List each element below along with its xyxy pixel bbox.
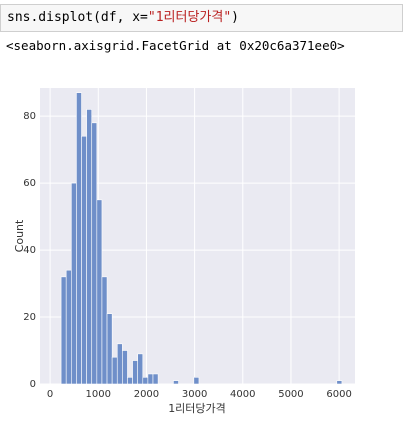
output-text: <seaborn.axisgrid.FacetGrid at 0x20c6a37… bbox=[6, 38, 345, 53]
bar bbox=[65, 269, 72, 385]
x-tick-label: 4000 bbox=[230, 389, 255, 400]
x-axis-label: 1리터당가격 bbox=[168, 402, 226, 415]
bar bbox=[122, 350, 128, 385]
y-tick-label: 80 bbox=[23, 111, 36, 122]
bar bbox=[193, 377, 200, 385]
bar bbox=[111, 356, 118, 385]
code: sns.displot(df, x= bbox=[7, 10, 148, 25]
bar bbox=[142, 377, 149, 385]
bar bbox=[116, 343, 123, 385]
bar bbox=[96, 199, 103, 385]
bar bbox=[132, 360, 138, 385]
x-tick-label: 6000 bbox=[326, 389, 351, 400]
bar bbox=[127, 377, 133, 385]
bar bbox=[101, 276, 108, 385]
x-tick-label: 2000 bbox=[134, 389, 159, 400]
x-tick-label: 0 bbox=[47, 389, 53, 400]
y-tick-label: 60 bbox=[23, 178, 36, 189]
bar bbox=[137, 353, 144, 385]
bar bbox=[91, 122, 98, 385]
bar bbox=[71, 182, 77, 385]
y-tick-label: 20 bbox=[23, 312, 36, 323]
bar bbox=[60, 276, 67, 385]
bar bbox=[76, 92, 82, 385]
code-cell[interactable]: sns.displot(df, x="1리터당가격") bbox=[0, 4, 403, 32]
x-tick-label: 5000 bbox=[278, 389, 303, 400]
bar bbox=[106, 313, 113, 385]
code-string: "1리터당가격" bbox=[147, 10, 232, 25]
bar bbox=[336, 380, 343, 385]
bar bbox=[86, 109, 93, 385]
y-tick-label: 0 bbox=[30, 379, 36, 390]
bar bbox=[147, 373, 154, 385]
y-axis-label: Count bbox=[13, 219, 26, 252]
x-tick-label: 1000 bbox=[86, 389, 111, 400]
code: ) bbox=[231, 10, 239, 25]
y-tick-label: 40 bbox=[23, 245, 36, 256]
x-tick-label: 3000 bbox=[182, 389, 207, 400]
bar bbox=[152, 373, 159, 385]
bar bbox=[173, 380, 179, 385]
bar bbox=[81, 135, 87, 385]
